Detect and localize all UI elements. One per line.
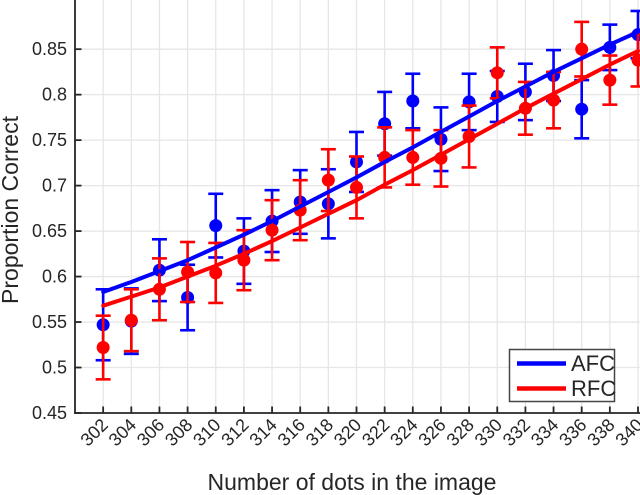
- x-tick-labels: 3023043063083103123143163183203223243263…: [77, 415, 640, 450]
- legend: AFC RFC: [508, 348, 616, 403]
- data-point-afc: [209, 219, 223, 233]
- x-tick-label: 316: [274, 415, 309, 450]
- x-tick-label: 330: [471, 415, 506, 450]
- data-point-rfc: [575, 42, 589, 56]
- legend-box: [508, 348, 616, 403]
- x-tick-label: 302: [77, 415, 112, 450]
- y-axis-title: Proportion Correct: [0, 115, 23, 304]
- data-point-rfc: [603, 73, 617, 87]
- data-point-rfc: [490, 66, 504, 80]
- x-tick-label: 336: [555, 415, 590, 450]
- x-tick-label: 334: [527, 415, 562, 450]
- x-tick-label: 328: [443, 415, 478, 450]
- x-tick-label: 306: [133, 415, 168, 450]
- y-tick-labels: 0.45 0.5 0.55 0.6 0.65 0.7 0.75 0.8 0.85: [32, 39, 67, 423]
- tick-marks: [75, 48, 639, 414]
- y-tick-label: 0.7: [42, 176, 67, 196]
- y-tick-label: 0.75: [32, 130, 67, 150]
- x-tick-label: 332: [499, 415, 534, 450]
- axes: [74, 0, 640, 414]
- x-tick-label: 340: [611, 415, 640, 450]
- rfc-fit-curve: [101, 49, 640, 308]
- x-tick-label: 320: [330, 415, 365, 450]
- data-point-rfc: [209, 266, 223, 280]
- x-tick-label: 326: [414, 415, 449, 450]
- y-tick-label: 0.5: [42, 358, 67, 378]
- x-tick-label: 310: [189, 415, 224, 450]
- legend-afc-label: AFC: [571, 351, 615, 376]
- x-tick-label: 312: [217, 415, 252, 450]
- x-axis-title: Number of dots in the image: [208, 469, 497, 495]
- data-point-rfc: [406, 150, 420, 164]
- x-tick-label: 318: [302, 415, 337, 450]
- data-point-afc: [406, 94, 420, 108]
- data-point-rfc: [321, 173, 335, 187]
- series-rfc: [95, 20, 640, 381]
- data-point-rfc: [124, 313, 138, 327]
- data-point-rfc: [350, 180, 363, 194]
- y-tick-label: 0.85: [32, 39, 67, 59]
- x-tick-label: 314: [245, 415, 280, 450]
- data-point-rfc: [96, 341, 110, 355]
- legend-rfc-label: RFC: [571, 376, 616, 401]
- data-point-afc: [575, 102, 589, 116]
- y-tick-label: 0.8: [42, 85, 67, 105]
- x-tick-label: 304: [105, 415, 140, 450]
- x-tick-label: 324: [386, 415, 421, 450]
- y-tick-label: 0.55: [32, 312, 67, 332]
- x-tick-label: 322: [358, 415, 393, 450]
- x-tick-label: 308: [161, 415, 196, 450]
- x-tick-label: 338: [583, 415, 618, 450]
- afc-fit-curve: [101, 29, 640, 294]
- y-tick-label: 0.6: [42, 267, 67, 287]
- y-tick-label: 0.45: [32, 403, 67, 423]
- y-tick-label: 0.65: [32, 221, 67, 241]
- data-point-rfc: [265, 223, 279, 237]
- data-point-rfc: [631, 53, 640, 67]
